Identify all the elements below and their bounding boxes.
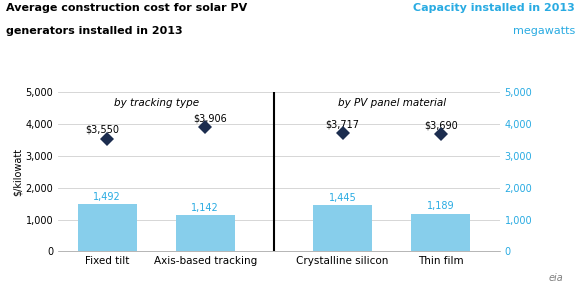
Text: by tracking type: by tracking type bbox=[114, 98, 199, 108]
Bar bbox=[78, 204, 137, 251]
Text: 1,445: 1,445 bbox=[329, 193, 357, 203]
Bar bbox=[411, 214, 470, 251]
Text: 1,142: 1,142 bbox=[191, 203, 219, 213]
Text: $3,690: $3,690 bbox=[424, 120, 458, 130]
Text: megawatts: megawatts bbox=[513, 26, 575, 36]
Text: 1,189: 1,189 bbox=[427, 201, 454, 212]
Text: by PV panel material: by PV panel material bbox=[338, 98, 446, 108]
Text: $3,550: $3,550 bbox=[85, 125, 119, 135]
Text: 1,492: 1,492 bbox=[94, 192, 121, 202]
Bar bbox=[313, 205, 372, 251]
Text: $3,717: $3,717 bbox=[326, 119, 360, 129]
Y-axis label: $/kilowatt: $/kilowatt bbox=[13, 148, 23, 196]
Text: Average construction cost for solar PV: Average construction cost for solar PV bbox=[6, 3, 247, 13]
Bar bbox=[176, 215, 235, 251]
Text: eia: eia bbox=[549, 273, 564, 283]
Text: $3,906: $3,906 bbox=[193, 114, 227, 123]
Text: Capacity installed in 2013: Capacity installed in 2013 bbox=[414, 3, 575, 13]
Text: generators installed in 2013: generators installed in 2013 bbox=[6, 26, 182, 36]
